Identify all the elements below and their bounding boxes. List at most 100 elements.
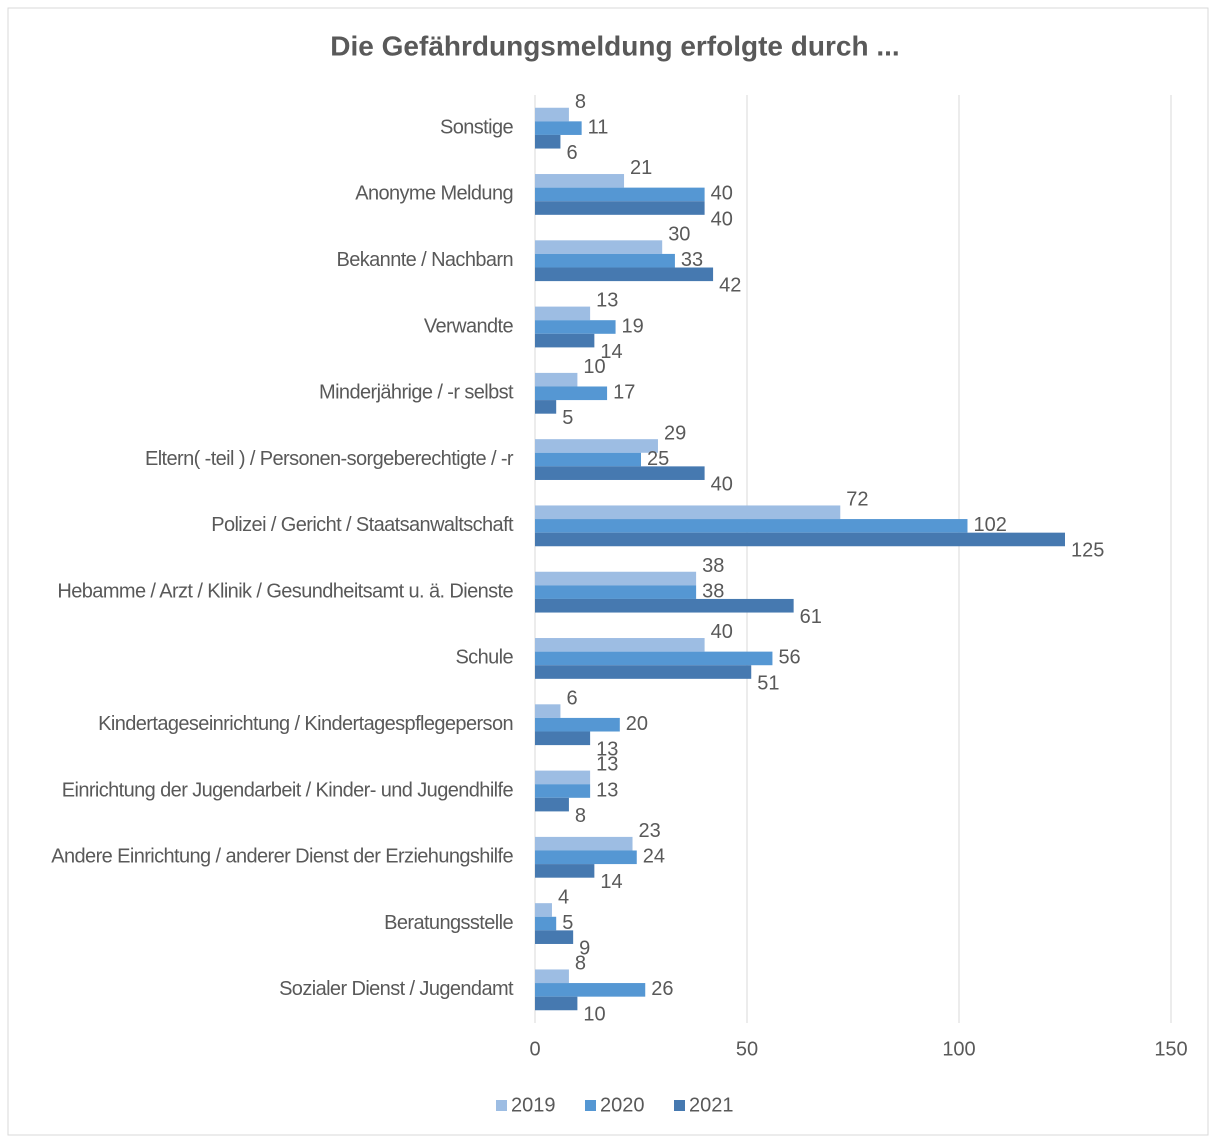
bar (535, 850, 637, 865)
data-label: 102 (973, 514, 1006, 536)
data-label: 8 (575, 953, 586, 975)
bar (535, 134, 561, 149)
bar (535, 240, 663, 254)
x-tick-label: 100 (942, 1038, 975, 1060)
legend-label: 2021 (689, 1094, 734, 1116)
bar (535, 704, 561, 718)
bar (535, 320, 616, 334)
y-tick-label: Verwandte (424, 315, 514, 337)
bar (535, 571, 697, 586)
data-label: 51 (757, 672, 779, 694)
bar (535, 836, 633, 851)
bar (535, 306, 591, 321)
data-label: 29 (664, 422, 686, 444)
bar (535, 532, 1065, 547)
bar (535, 797, 569, 812)
bar (535, 585, 697, 599)
y-tick-label: Sozialer Dienst / Jugendamt (279, 978, 514, 1000)
x-tick-label: 0 (529, 1038, 540, 1060)
x-tick-label: 150 (1154, 1038, 1187, 1060)
data-label: 30 (668, 223, 690, 245)
data-label: 17 (613, 382, 635, 404)
data-label: 13 (596, 739, 618, 761)
data-label: 61 (800, 606, 822, 628)
bar (535, 505, 841, 520)
data-label: 4 (558, 886, 569, 908)
bar (535, 267, 714, 282)
data-label: 25 (647, 448, 669, 470)
bar (535, 386, 608, 401)
y-tick-label: Anonyme Meldung (355, 183, 513, 205)
bar (535, 731, 591, 746)
data-label: 19 (622, 315, 644, 337)
data-label: 14 (600, 341, 622, 363)
bar (535, 983, 646, 997)
bar (535, 333, 595, 348)
data-label: 8 (575, 91, 586, 113)
legend-swatch (585, 1100, 596, 1111)
legend-swatch (674, 1100, 685, 1111)
data-label: 38 (702, 555, 724, 577)
data-label: 11 (588, 116, 609, 138)
y-tick-label: Polizei / Gericht / Staatsanwaltschaft (211, 514, 514, 536)
bar (535, 665, 752, 679)
y-tick-label: Schule (455, 647, 513, 669)
bar (535, 916, 557, 931)
y-tick-label: Minderjährige / -r selbst (319, 382, 514, 404)
data-label: 13 (596, 754, 618, 776)
y-tick-label: Eltern( -teil ) / Personen-sorgeberechti… (145, 448, 514, 470)
bar (535, 598, 794, 613)
chart-title: Die Gefährdungsmeldung erfolgte durch ..… (330, 30, 899, 61)
data-label: 8 (575, 805, 586, 827)
bar (535, 969, 569, 984)
bar (535, 996, 578, 1011)
data-label: 40 (711, 473, 733, 495)
bar (535, 452, 641, 467)
data-label: 24 (643, 846, 665, 868)
data-label: 5 (562, 407, 573, 429)
bar (535, 466, 705, 480)
y-tick-label: Sonstige (440, 116, 514, 138)
legend-label: 2020 (600, 1094, 645, 1116)
legend-swatch (496, 1100, 507, 1111)
data-label: 40 (711, 208, 733, 230)
bar (535, 439, 658, 453)
legend-label: 2019 (511, 1094, 556, 1116)
bar (535, 372, 578, 387)
data-label: 33 (681, 249, 703, 271)
data-label: 14 (600, 871, 622, 893)
y-tick-label: Beratungsstelle (384, 912, 513, 934)
data-label: 6 (566, 687, 577, 709)
bar (535, 784, 591, 798)
y-tick-label: Einrichtung der Jugendarbeit / Kinder- u… (62, 779, 514, 801)
x-tick-label: 50 (736, 1038, 758, 1060)
data-label: 13 (596, 290, 618, 312)
data-label: 56 (778, 647, 800, 669)
bar (535, 519, 968, 533)
data-label: 72 (846, 489, 868, 511)
bar (535, 903, 552, 917)
bar (535, 717, 620, 732)
data-label: 10 (583, 1004, 605, 1026)
data-label: 20 (626, 713, 648, 735)
bar (535, 174, 625, 188)
data-label: 23 (639, 820, 661, 842)
bar (535, 864, 595, 878)
bar (535, 400, 557, 414)
data-label: 21 (630, 157, 652, 179)
y-tick-label: Andere Einrichtung / anderer Dienst der … (51, 846, 513, 868)
data-label: 38 (702, 580, 724, 602)
data-label: 10 (583, 356, 605, 378)
bar (535, 187, 705, 202)
data-label: 6 (566, 142, 577, 164)
bar (535, 201, 705, 215)
bar (535, 121, 582, 135)
data-label: 9 (579, 937, 590, 959)
y-tick-label: Hebamme / Arzt / Klinik / Gesundheitsamt… (57, 580, 513, 602)
data-label: 13 (596, 779, 618, 801)
data-label: 26 (651, 978, 673, 1000)
data-label: 5 (562, 912, 573, 934)
bar (535, 107, 569, 122)
bar (535, 638, 705, 652)
